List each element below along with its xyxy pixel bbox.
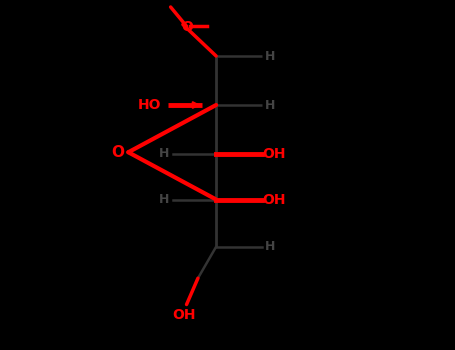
Text: OH: OH bbox=[172, 308, 196, 322]
Text: HO: HO bbox=[138, 98, 162, 112]
Text: H: H bbox=[159, 147, 169, 161]
Text: O: O bbox=[111, 145, 124, 160]
Text: H: H bbox=[265, 49, 276, 63]
Text: H: H bbox=[265, 98, 276, 112]
Text: OH: OH bbox=[263, 147, 286, 161]
Text: H: H bbox=[265, 240, 276, 253]
Text: H: H bbox=[159, 193, 169, 206]
Text: O: O bbox=[182, 20, 193, 34]
Text: OH: OH bbox=[263, 193, 286, 206]
